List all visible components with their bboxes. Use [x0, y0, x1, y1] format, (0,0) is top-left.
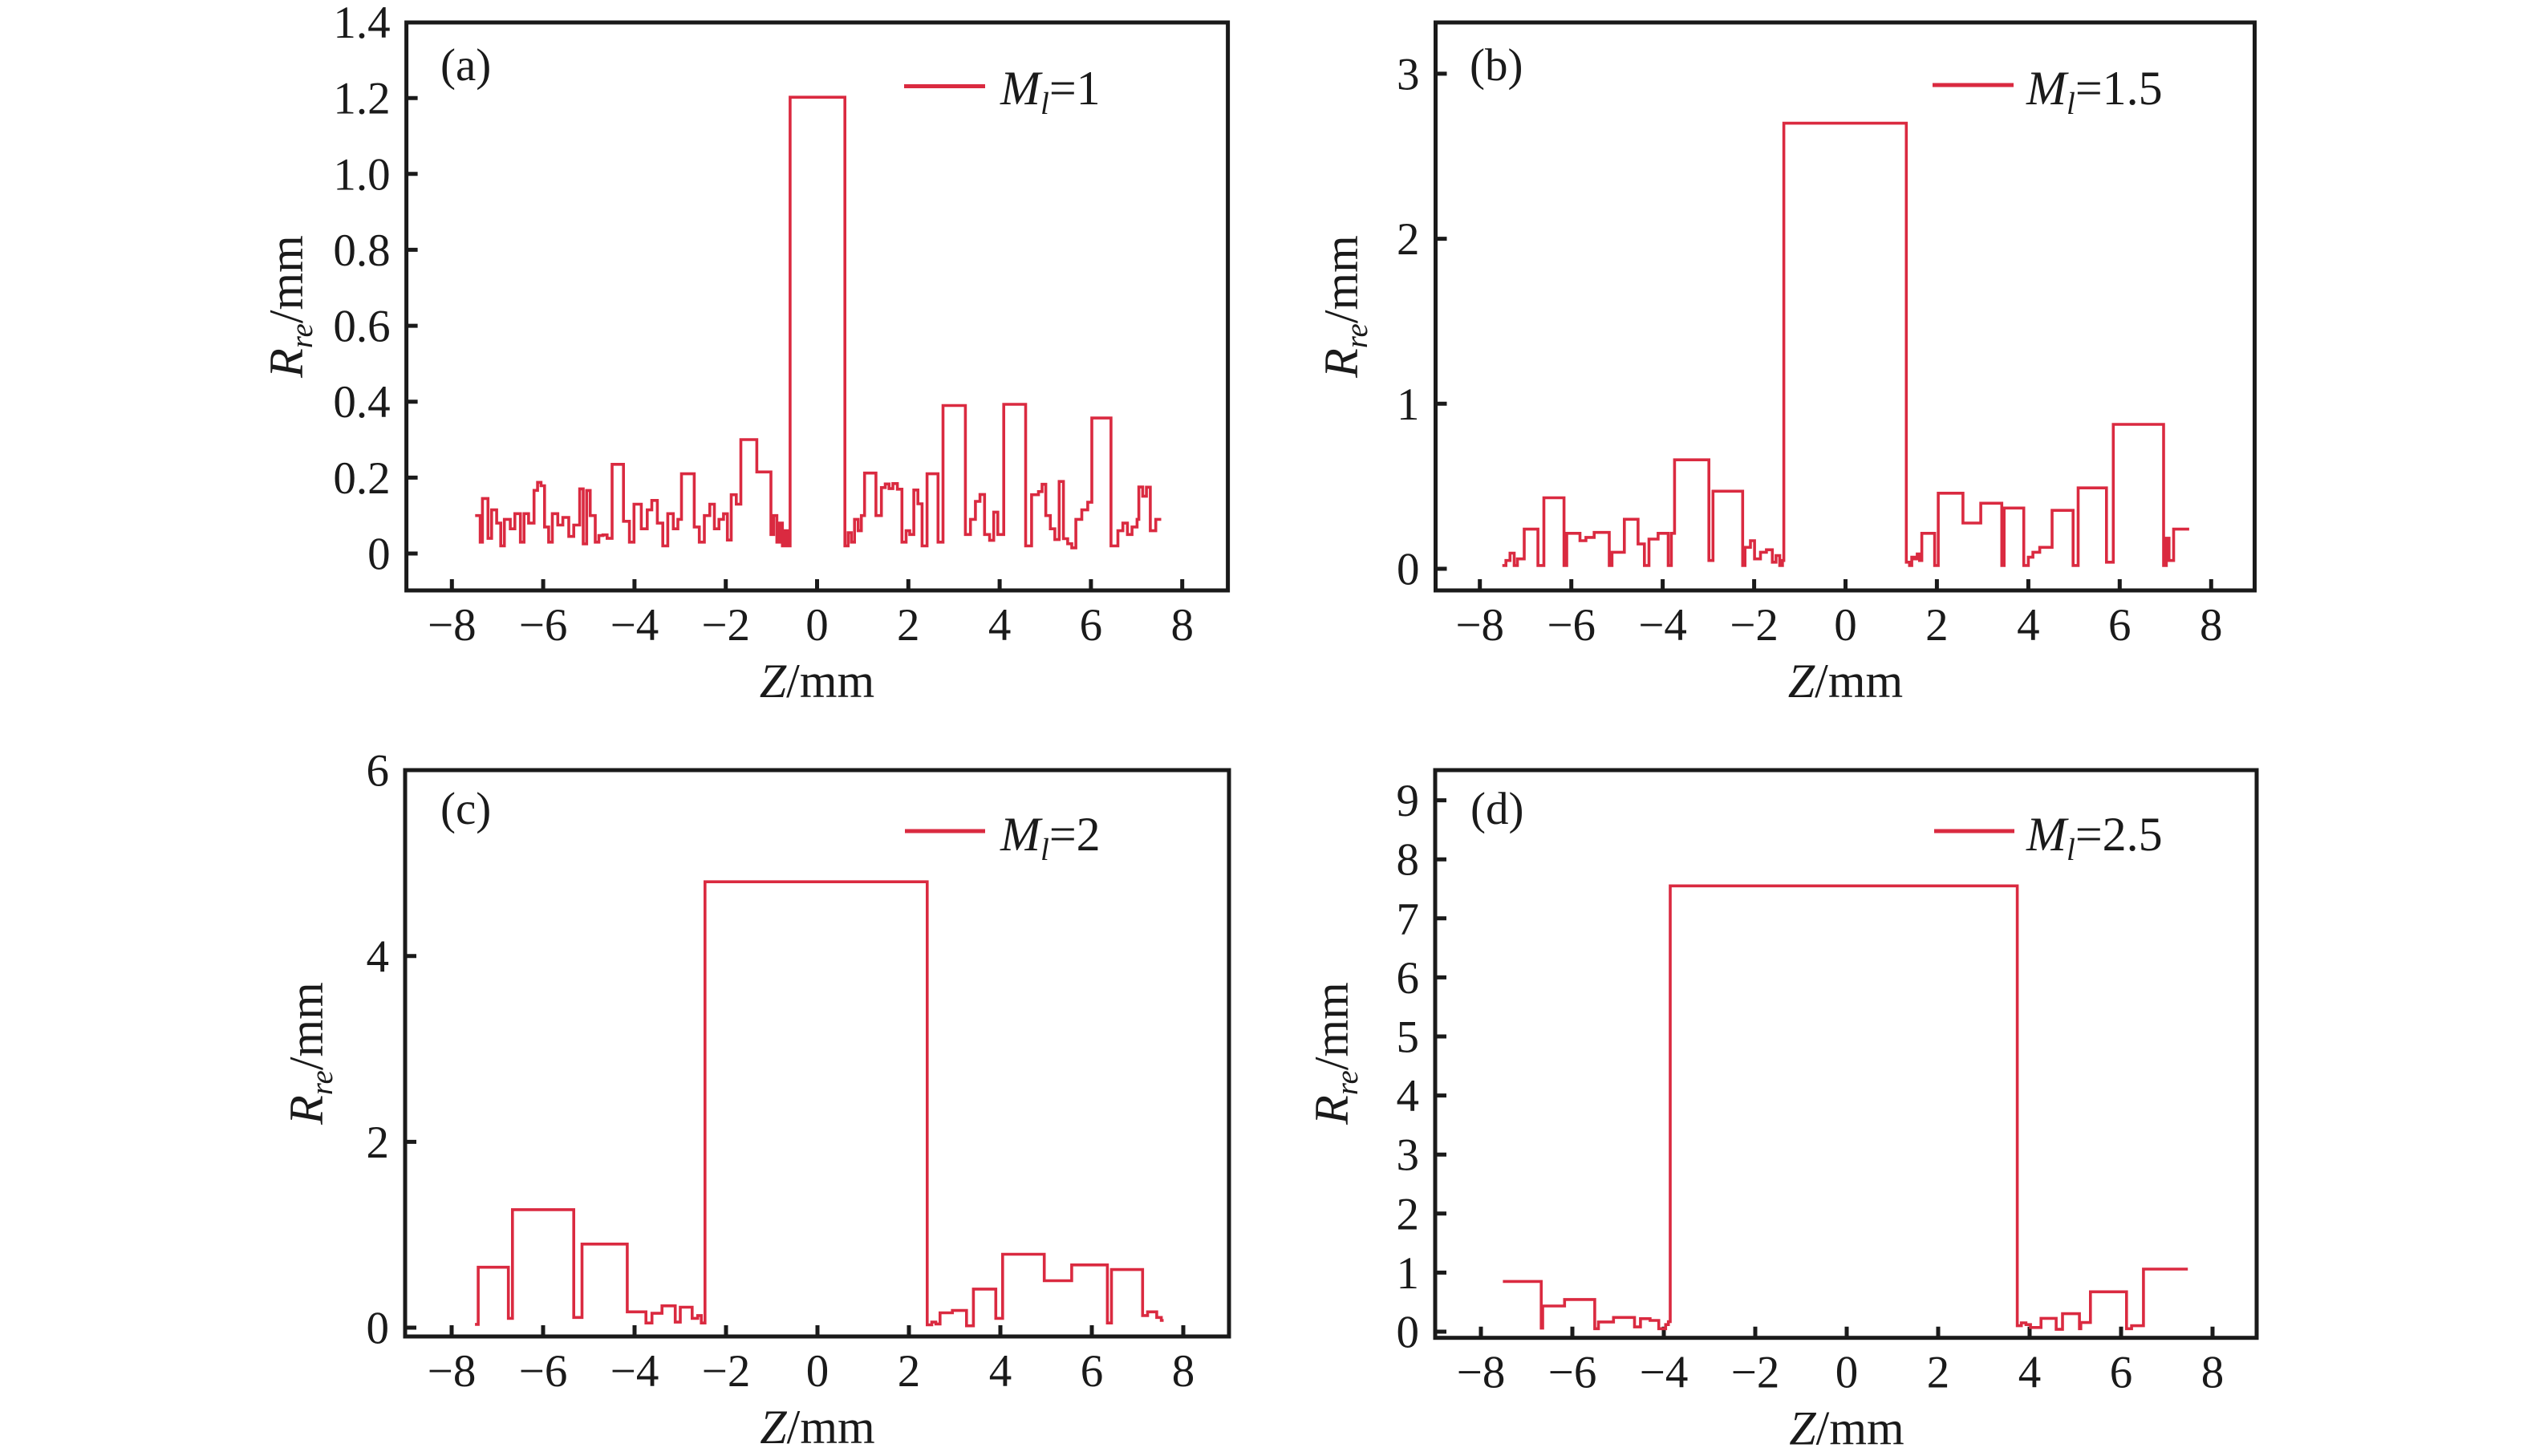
svg-text:−8: −8 [428, 1346, 477, 1397]
svg-text:Rre/mm: Rre/mm [280, 982, 339, 1125]
svg-text:6: 6 [2108, 600, 2132, 651]
svg-text:−4: −4 [610, 1346, 659, 1397]
svg-text:1.2: 1.2 [333, 74, 390, 124]
svg-text:1.4: 1.4 [333, 0, 390, 48]
svg-text:8: 8 [1397, 835, 1420, 886]
svg-text:Ml=1: Ml=1 [1000, 62, 1101, 121]
svg-text:2: 2 [1927, 1348, 1950, 1398]
svg-text:0: 0 [367, 1304, 390, 1354]
svg-text:Z/mm: Z/mm [760, 1401, 874, 1454]
svg-text:2: 2 [1397, 1189, 1420, 1239]
svg-text:8: 8 [2201, 1348, 2225, 1398]
svg-text:−2: −2 [1731, 1348, 1780, 1398]
svg-text:4: 4 [367, 931, 390, 982]
svg-text:Rre/mm: Rre/mm [260, 235, 319, 379]
svg-text:8: 8 [2200, 600, 2223, 651]
svg-text:−8: −8 [428, 600, 477, 651]
svg-text:Z/mm: Z/mm [1789, 1402, 1904, 1455]
svg-text:Ml=2.5: Ml=2.5 [2026, 808, 2163, 867]
svg-text:2: 2 [898, 1346, 921, 1397]
svg-text:4: 4 [989, 1346, 1012, 1397]
svg-text:−2: −2 [1730, 600, 1779, 651]
svg-text:−6: −6 [519, 600, 568, 651]
svg-text:−2: −2 [701, 600, 750, 651]
svg-text:7: 7 [1397, 894, 1420, 944]
svg-text:(b): (b) [1470, 40, 1523, 91]
svg-text:4: 4 [988, 600, 1012, 651]
svg-text:Rre/mm: Rre/mm [1305, 982, 1365, 1125]
svg-text:Ml=2: Ml=2 [1000, 808, 1101, 867]
svg-text:4: 4 [2017, 600, 2040, 651]
svg-text:0: 0 [806, 1346, 829, 1397]
svg-text:4: 4 [1397, 1071, 1420, 1121]
svg-text:(d): (d) [1470, 784, 1523, 834]
svg-text:−6: −6 [519, 1346, 568, 1397]
svg-text:−8: −8 [1455, 600, 1504, 651]
svg-text:3: 3 [1397, 1130, 1420, 1181]
svg-text:0: 0 [1397, 1308, 1420, 1358]
svg-text:0: 0 [367, 529, 391, 580]
svg-text:6: 6 [367, 746, 390, 797]
svg-text:2: 2 [367, 1117, 390, 1168]
svg-text:0.2: 0.2 [333, 453, 390, 504]
svg-text:−4: −4 [1638, 600, 1687, 651]
svg-text:Ml=1.5: Ml=1.5 [2026, 62, 2163, 121]
svg-text:0: 0 [805, 600, 829, 651]
svg-text:0.4: 0.4 [333, 377, 390, 428]
svg-text:6: 6 [2110, 1348, 2133, 1398]
svg-text:(c): (c) [440, 784, 491, 834]
svg-text:8: 8 [1170, 600, 1194, 651]
svg-text:−6: −6 [1547, 600, 1596, 651]
svg-text:−8: −8 [1457, 1348, 1506, 1398]
svg-text:−2: −2 [702, 1346, 751, 1397]
svg-text:−6: −6 [1548, 1348, 1597, 1398]
svg-text:Z/mm: Z/mm [1788, 655, 1903, 708]
svg-text:2: 2 [897, 600, 920, 651]
svg-text:Z/mm: Z/mm [760, 655, 874, 708]
svg-text:0.8: 0.8 [333, 225, 390, 276]
svg-text:0: 0 [1835, 1348, 1859, 1398]
svg-text:6: 6 [1080, 600, 1103, 651]
svg-text:2: 2 [1397, 214, 1420, 265]
svg-text:6: 6 [1397, 953, 1420, 1004]
svg-text:(a): (a) [440, 40, 491, 91]
svg-text:Rre/mm: Rre/mm [1315, 235, 1374, 379]
svg-text:3: 3 [1397, 49, 1420, 99]
svg-text:6: 6 [1081, 1346, 1104, 1397]
svg-text:5: 5 [1397, 1012, 1420, 1063]
svg-text:−4: −4 [1640, 1348, 1689, 1398]
svg-text:−4: −4 [610, 600, 659, 651]
svg-text:0: 0 [1834, 600, 1857, 651]
svg-text:9: 9 [1397, 776, 1420, 826]
svg-text:4: 4 [2018, 1348, 2042, 1398]
svg-text:1: 1 [1397, 1248, 1420, 1299]
svg-text:0: 0 [1397, 545, 1420, 595]
svg-text:2: 2 [1925, 600, 1949, 651]
svg-text:8: 8 [1172, 1346, 1195, 1397]
svg-text:1.0: 1.0 [333, 149, 390, 200]
svg-text:1: 1 [1397, 379, 1420, 430]
svg-text:0.6: 0.6 [333, 302, 390, 352]
